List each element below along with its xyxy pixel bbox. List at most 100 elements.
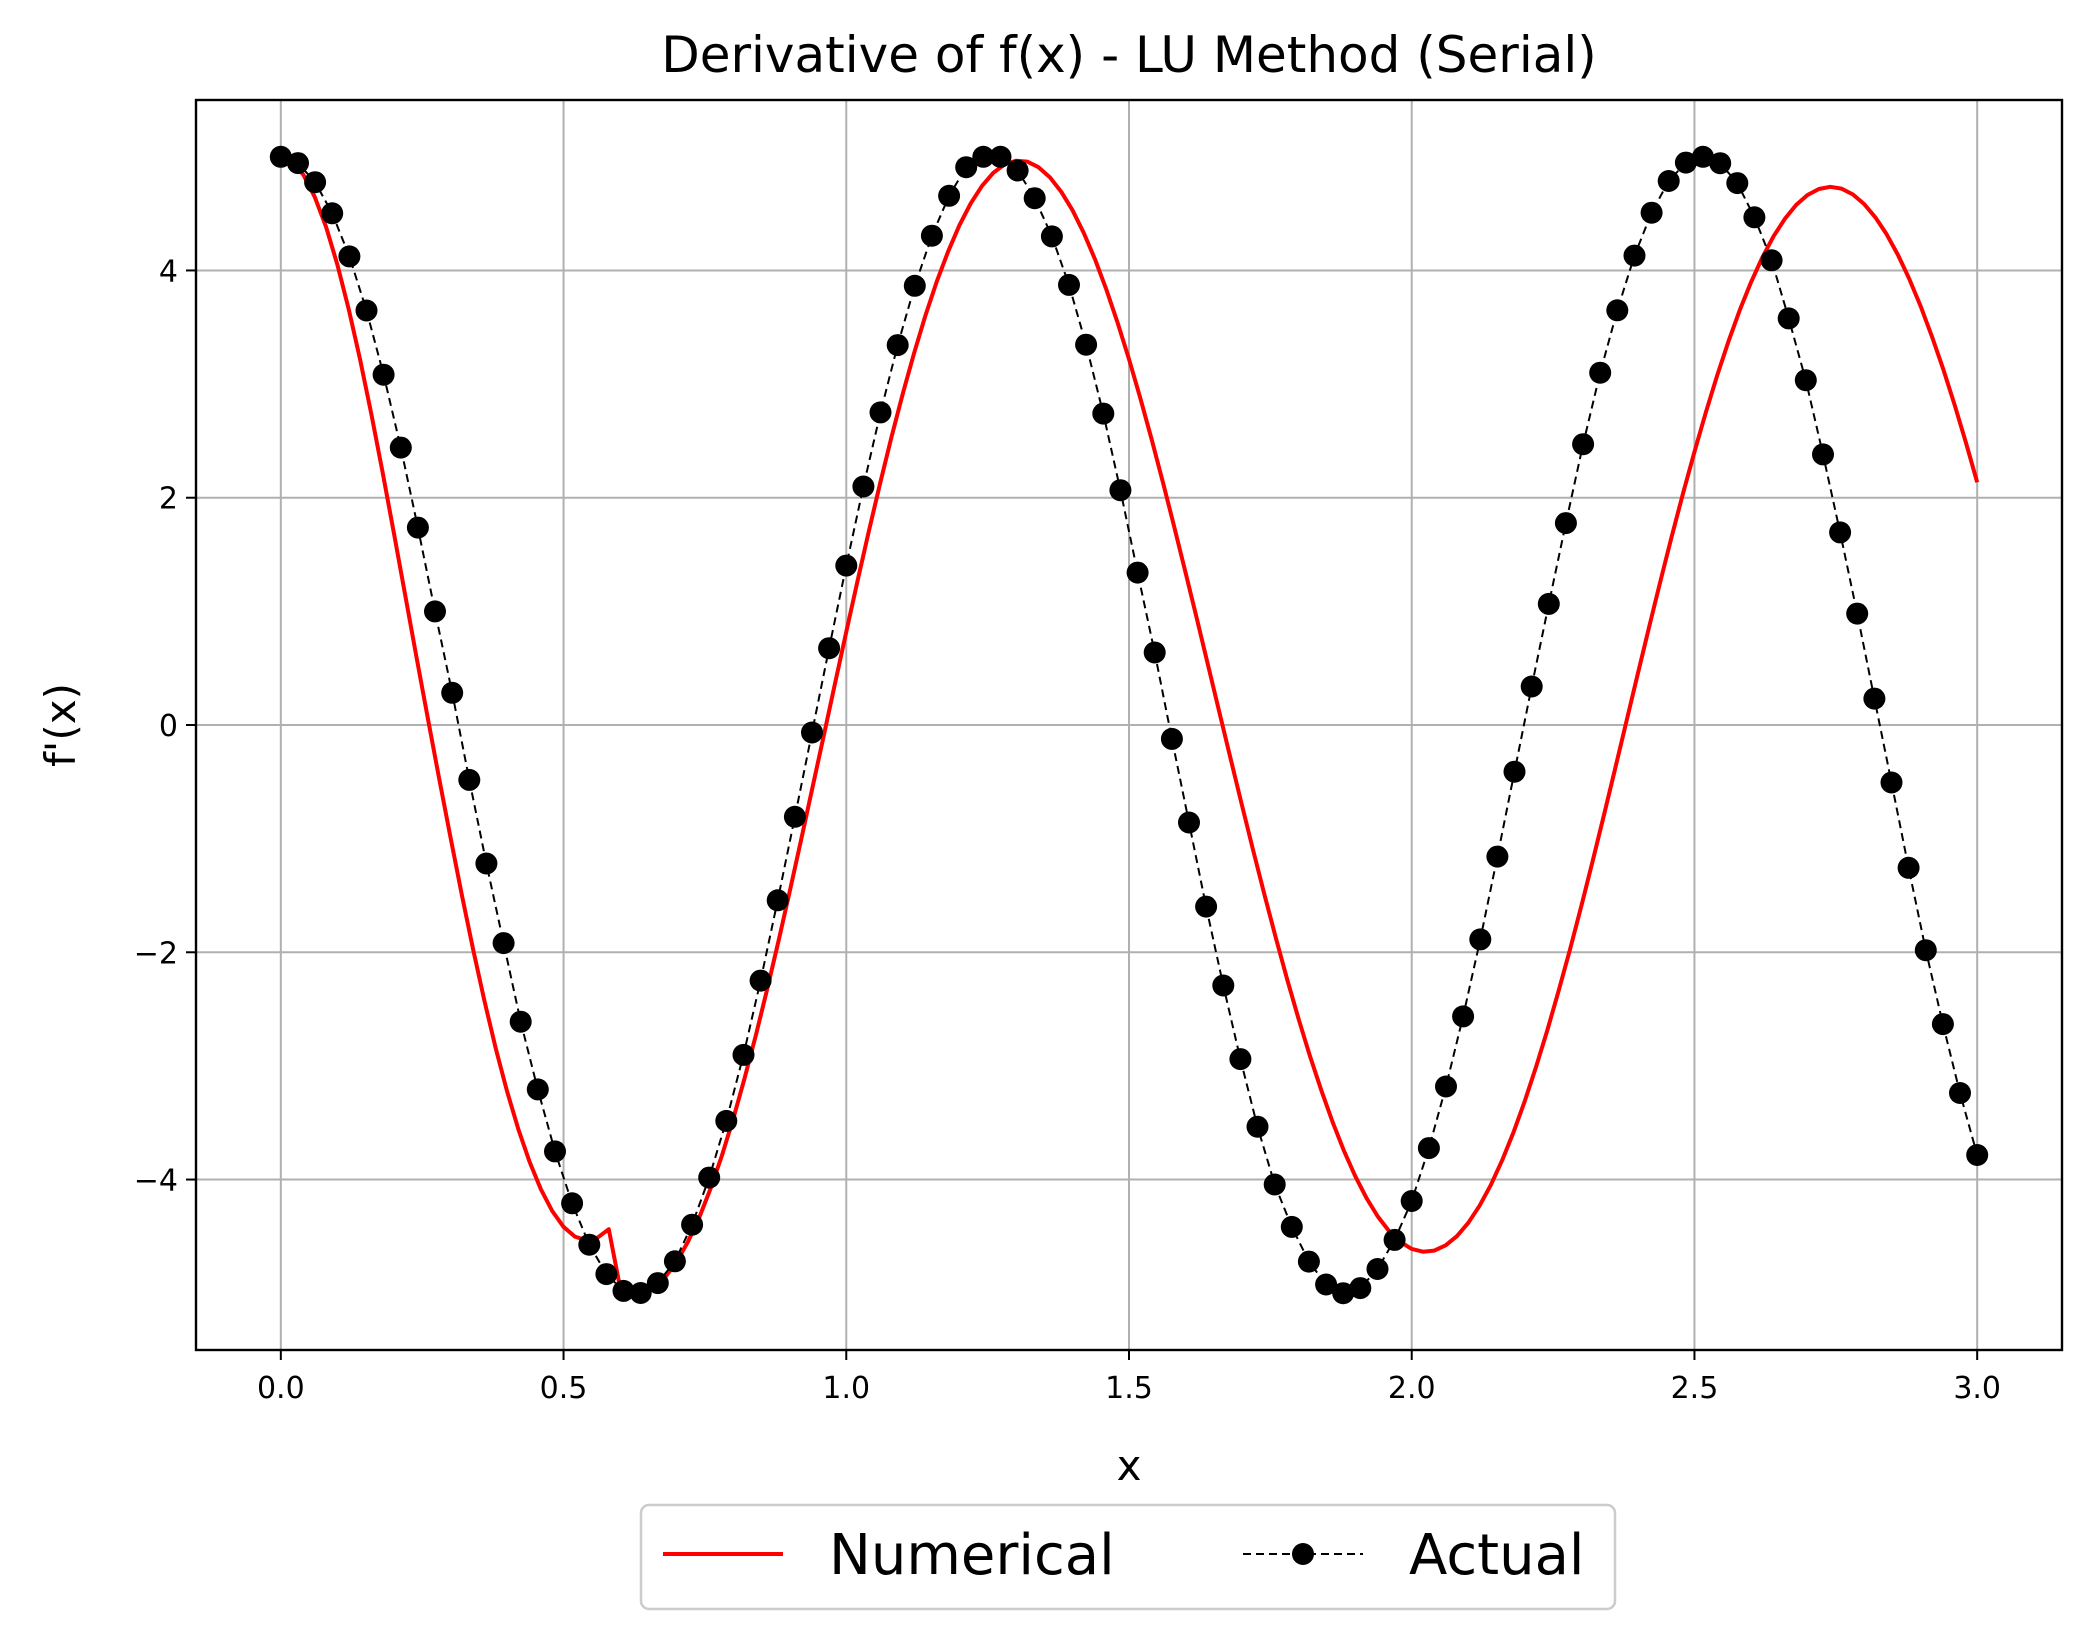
series-actual-point [1075,333,1098,356]
series-actual-point [1846,602,1869,625]
series-actual-point [835,554,858,577]
series-actual-point [698,1166,721,1189]
series-actual-point [458,768,481,791]
series-actual-point [1143,641,1166,664]
series-actual-point [1229,1048,1252,1071]
legend: Numerical Actual [639,1503,1617,1611]
series-actual-point [1452,1005,1475,1028]
series-actual-point [732,1043,755,1066]
series-actual-point [663,1250,686,1273]
series-actual-point [1863,687,1886,710]
series-actual-point [1931,1013,1954,1036]
series-actual-point [886,334,909,357]
series-actual-point [1709,152,1732,175]
series-actual-point [544,1140,566,1163]
series-actual-point [1400,1190,1423,1212]
series-actual-point [920,224,943,247]
series-actual-point [526,1078,549,1101]
series-actual-point [338,245,361,268]
series-actual-point [304,171,327,194]
series-actual-point [1435,1075,1457,1098]
series-actual-point [1349,1277,1372,1300]
y-tick-label: 4 [159,254,178,289]
series-actual-point [1092,402,1115,425]
x-tick-label: 1.5 [1105,1371,1153,1406]
series-actual-point [1966,1144,1989,1166]
series-actual-point [561,1192,584,1215]
series-actual-point [1058,273,1080,296]
legend-numerical-label: Numerical [829,1523,1115,1588]
series-actual-point [818,637,841,660]
series-actual-point [1417,1137,1440,1160]
chart-title: Derivative of f(x) - LU Method (Serial) [661,26,1597,84]
series-actual-point [1589,361,1612,384]
series-actual-point [1520,675,1543,698]
x-tick-label: 0.5 [540,1371,588,1406]
series-actual-point [355,299,378,322]
series-actual-point [595,1263,618,1286]
series-actual-point [1297,1250,1320,1273]
series-actual-point [1606,299,1629,322]
series-actual-point [766,889,789,912]
series-actual-point [1897,856,1920,879]
series-actual-point [1794,369,1817,392]
series-actual-point [1572,433,1595,456]
series-actual-point [646,1272,669,1295]
series-actual-point [1726,172,1749,195]
legend-actual-label: Actual [1409,1523,1584,1588]
series-actual-point [1657,170,1680,192]
series-actual-point [321,202,344,225]
series-actual-point [1178,811,1200,834]
series-actual-point [1640,201,1663,224]
grid-lines [196,100,2062,1350]
series-actual-point [441,681,464,704]
series-actual-point [955,156,978,179]
series-actual-point [783,805,806,828]
series-actual-point [389,436,412,459]
series-actual-point [475,852,498,875]
series-actual-point [1743,206,1766,229]
series-actual-point [869,401,892,424]
x-tick-label: 2.5 [1671,1371,1719,1406]
y-tick-label: −4 [134,1164,178,1199]
series-actual-point [1812,443,1834,466]
series-actual-point [1880,771,1903,794]
x-axis-ticks: 0.0 0.5 1.0 1.5 2.0 2.5 3.0 [257,1350,2001,1406]
series-actual-point [1195,895,1218,918]
series-actual-point [1280,1215,1303,1238]
series-actual-point [1023,187,1046,210]
series-actual-point [1537,592,1560,615]
series-actual-point [903,274,926,297]
x-tick-label: 2.0 [1388,1371,1436,1406]
series-actual-point [749,969,772,992]
series-actual-point [852,475,875,498]
series-actual-point [1109,479,1132,502]
legend-actual-marker [1292,1543,1314,1565]
series-actual-point [1160,727,1183,750]
series-actual-point [1692,145,1714,168]
series-actual-point [287,152,309,175]
series-actual-point [1760,249,1783,272]
series-actual-point [1212,974,1235,997]
x-axis-label: x [1117,1441,1142,1490]
series-actual-point [629,1282,652,1304]
y-tick-label: −2 [134,936,178,971]
series-actual-point [801,721,823,744]
series-actual-point [1126,561,1149,584]
series-actual-point [1503,760,1526,783]
series-actual-point [509,1010,532,1033]
y-tick-label: 2 [159,482,178,517]
series-actual-point [269,145,292,168]
series-actual-point [612,1279,635,1302]
series-actual-point [681,1213,704,1236]
series-actual-point [1486,845,1509,868]
series-actual-point [1829,521,1852,544]
y-axis-ticks: −4 −2 0 2 4 [134,254,196,1199]
series-actual-point [1040,225,1063,248]
y-axis-label: f'(x) [36,683,85,767]
series-actual-point [1777,307,1800,330]
series-layer [269,145,1989,1305]
x-tick-label: 3.0 [1953,1371,2001,1406]
